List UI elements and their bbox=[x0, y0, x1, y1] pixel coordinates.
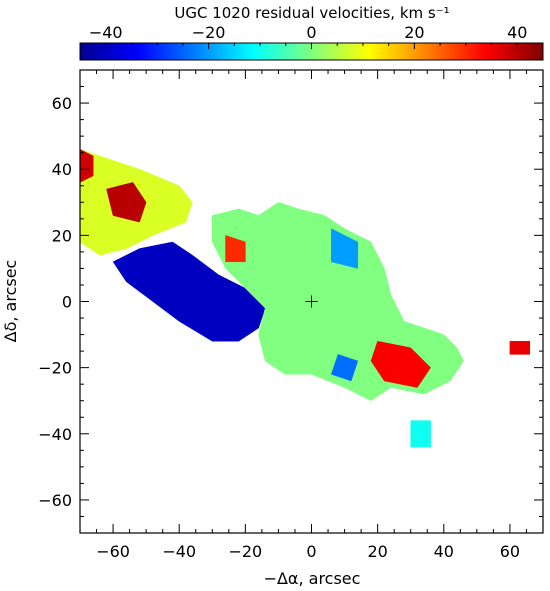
x-tick-label: 60 bbox=[500, 542, 520, 561]
colorbar-tick-label: 20 bbox=[404, 23, 424, 42]
y-tick-label: 20 bbox=[52, 226, 72, 245]
velocity-region-6 bbox=[225, 235, 246, 263]
x-tick-label: −40 bbox=[162, 542, 196, 561]
y-axis-label: Δδ, arcsec bbox=[1, 260, 20, 343]
velocity-region-4 bbox=[112, 241, 266, 342]
velocity-region-9 bbox=[330, 354, 359, 382]
velocity-region-10 bbox=[410, 420, 431, 448]
colorbar-tick-label: 0 bbox=[306, 23, 316, 42]
colorbar-ticks: −40 −20 0 20 40 bbox=[79, 23, 544, 49]
center-marker bbox=[305, 295, 318, 308]
velocity-region-3 bbox=[80, 149, 94, 183]
velocity-map bbox=[80, 149, 531, 448]
velocity-region-7 bbox=[370, 340, 431, 388]
chart-title: UGC 1020 residual velocities, km s⁻¹ bbox=[174, 4, 449, 22]
colorbar-tick-label: −20 bbox=[192, 23, 226, 42]
axis-ticks: −60 −40 −20 0 20 40 60 −60 −40 −20 0 20 40 60 bbox=[38, 69, 544, 561]
y-tick-label: 0 bbox=[62, 293, 72, 312]
colorbar-tick-label: 40 bbox=[507, 23, 527, 42]
colorbar-tick-label: −40 bbox=[89, 23, 123, 42]
velocity-region-11 bbox=[509, 340, 531, 355]
x-tick-label: 20 bbox=[367, 542, 387, 561]
x-tick-label: −60 bbox=[96, 542, 130, 561]
y-tick-label: 40 bbox=[52, 160, 72, 179]
y-tick-label: −20 bbox=[38, 359, 72, 378]
x-tick-label: 0 bbox=[306, 542, 316, 561]
y-tick-label: −40 bbox=[38, 425, 72, 444]
x-axis-label: −Δα, arcsec bbox=[264, 569, 361, 588]
velocity-region-2 bbox=[106, 182, 147, 223]
x-tick-label: −20 bbox=[228, 542, 262, 561]
y-tick-label: 60 bbox=[52, 94, 72, 113]
y-tick-label: −60 bbox=[38, 491, 72, 510]
velocity-region-8 bbox=[331, 228, 359, 269]
x-tick-label: 40 bbox=[434, 542, 454, 561]
